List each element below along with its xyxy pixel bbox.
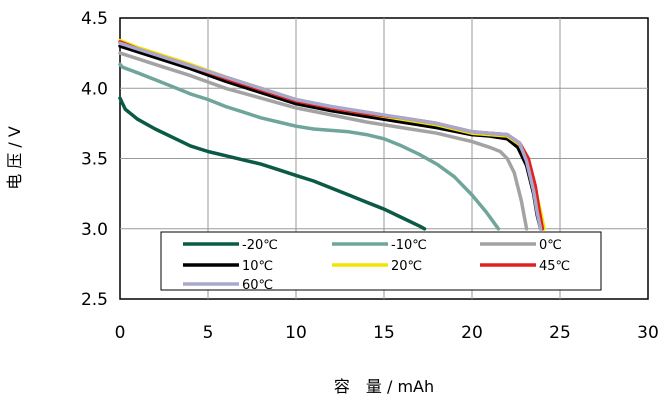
legend-label: 45℃ bbox=[539, 259, 570, 274]
series-line bbox=[118, 62, 501, 231]
legend-entries: -20℃ -10℃ 0℃ 10℃ 20℃ 45℃ 60℃ bbox=[183, 238, 570, 293]
legend-label: 10℃ bbox=[242, 259, 273, 274]
legend-label: 20℃ bbox=[391, 259, 422, 274]
legend-label: 0℃ bbox=[539, 238, 562, 253]
series-line bbox=[118, 51, 529, 231]
x-tick-label: 15 bbox=[373, 323, 395, 343]
x-tick-label: 20 bbox=[461, 323, 483, 343]
legend-label: -10℃ bbox=[391, 238, 427, 253]
y-tick-labels: 2.5 3.0 3.5 4.0 4.5 bbox=[81, 9, 108, 310]
x-tick-label: 0 bbox=[115, 323, 126, 343]
series-line bbox=[118, 38, 546, 231]
y-tick-label: 2.5 bbox=[81, 290, 108, 310]
y-tick-label: 3.5 bbox=[81, 150, 108, 170]
x-tick-label: 30 bbox=[637, 323, 659, 343]
series-line bbox=[118, 96, 427, 231]
legend: -20℃ -10℃ 0℃ 10℃ 20℃ 45℃ 60℃ bbox=[160, 231, 602, 293]
series-line bbox=[118, 41, 543, 231]
y-tick-label: 4.0 bbox=[81, 79, 108, 99]
x-tick-label: 25 bbox=[549, 323, 571, 343]
legend-label: -20℃ bbox=[242, 238, 278, 253]
x-tick-label: 10 bbox=[285, 323, 307, 343]
x-tick-label: 5 bbox=[203, 323, 214, 343]
legend-label: 60℃ bbox=[242, 278, 273, 293]
y-tick-label: 3.0 bbox=[81, 220, 108, 240]
legend-box bbox=[160, 231, 602, 291]
series-lines bbox=[118, 38, 546, 231]
y-tick-label: 4.5 bbox=[81, 9, 108, 29]
y-axis-title: 电 压 / V bbox=[5, 126, 24, 190]
x-axis-title: 容 量 / mAh bbox=[334, 377, 434, 396]
x-tick-labels: 0 5 10 15 20 25 30 bbox=[115, 323, 659, 343]
